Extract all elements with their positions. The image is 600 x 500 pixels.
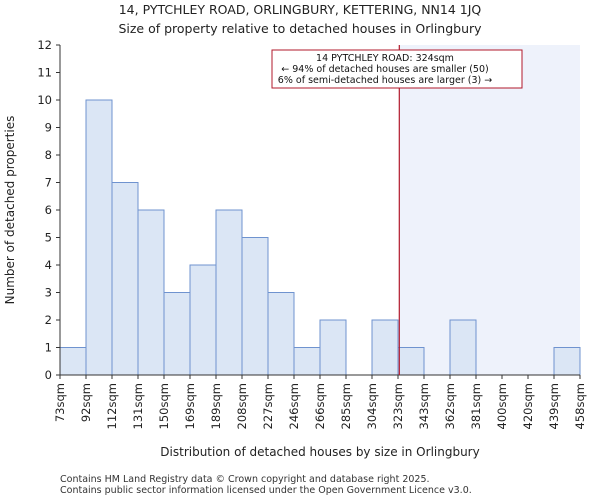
histogram-bar [371, 319, 399, 376]
y-tick-label: 6 [45, 203, 52, 217]
y-tick-label: 11 [37, 66, 52, 80]
x-tick-label: 381sqm [469, 383, 483, 429]
chart-title: 14, PYTCHLEY ROAD, ORLINGBURY, KETTERING… [118, 2, 482, 17]
x-tick-label: 73sqm [53, 383, 67, 422]
annotation-box [271, 49, 523, 89]
footer-licence: Contains public sector information licen… [60, 485, 472, 496]
x-tick-label: 92sqm [79, 383, 93, 422]
x-tick-label: 150sqm [157, 383, 171, 429]
x-tick-label: 304sqm [365, 383, 379, 429]
histogram-bar [293, 347, 321, 376]
histogram-bar [59, 347, 87, 376]
histogram-bar [85, 99, 113, 376]
y-tick-label: 8 [45, 148, 52, 162]
x-tick-label: 362sqm [443, 383, 457, 429]
annotation-line: ← 94% of detached houses are smaller (50… [281, 64, 488, 75]
x-tick-label: 246sqm [287, 383, 301, 429]
y-tick-label: 4 [45, 258, 52, 272]
x-tick-label: 266sqm [313, 383, 327, 429]
y-tick-label: 7 [45, 176, 52, 190]
x-tick-label: 439sqm [547, 383, 561, 429]
x-tick-label: 458sqm [573, 383, 587, 429]
y-tick-label: 5 [45, 231, 52, 245]
histogram-bar [397, 347, 425, 376]
x-tick-label: 227sqm [261, 383, 275, 429]
x-tick-label: 285sqm [339, 383, 353, 429]
y-tick-label: 0 [45, 368, 52, 382]
histogram-bar [111, 182, 139, 376]
annotation-line: 14 PYTCHLEY ROAD: 324sqm [316, 53, 454, 64]
x-tick-label: 112sqm [105, 383, 119, 429]
histogram-bar [163, 292, 191, 376]
y-tick-label: 9 [45, 121, 52, 135]
chart-subtitle: Size of property relative to detached ho… [118, 21, 482, 36]
histogram-bar [553, 347, 581, 376]
x-tick-label: 343sqm [417, 383, 431, 429]
y-tick-label: 3 [45, 286, 52, 300]
histogram-bar [241, 237, 269, 376]
x-tick-label: 420sqm [521, 383, 535, 429]
y-axis-title: Number of detached properties [3, 116, 17, 305]
annotation-line: 6% of semi-detached houses are larger (3… [278, 75, 492, 86]
y-tick-label: 1 [45, 341, 52, 355]
x-tick-label: 189sqm [209, 383, 223, 429]
x-tick-label: 131sqm [131, 383, 145, 429]
y-tick-label: 10 [37, 93, 52, 107]
histogram-bar [319, 319, 347, 376]
highlight-region [399, 45, 580, 375]
x-tick-label: 208sqm [235, 383, 249, 429]
histogram-bar [137, 209, 165, 376]
x-tick-label: 169sqm [183, 383, 197, 429]
histogram-bar [449, 319, 477, 376]
histogram-bar [189, 264, 217, 376]
y-tick-label: 2 [45, 313, 52, 327]
y-tick-label: 12 [37, 38, 52, 52]
histogram-bar [267, 292, 295, 376]
x-axis-title: Distribution of detached houses by size … [160, 445, 479, 459]
footer-copyright: Contains HM Land Registry data © Crown c… [60, 474, 430, 485]
histogram-bar [215, 209, 243, 376]
x-tick-label: 400sqm [495, 383, 509, 429]
x-tick-label: 323sqm [391, 383, 405, 429]
